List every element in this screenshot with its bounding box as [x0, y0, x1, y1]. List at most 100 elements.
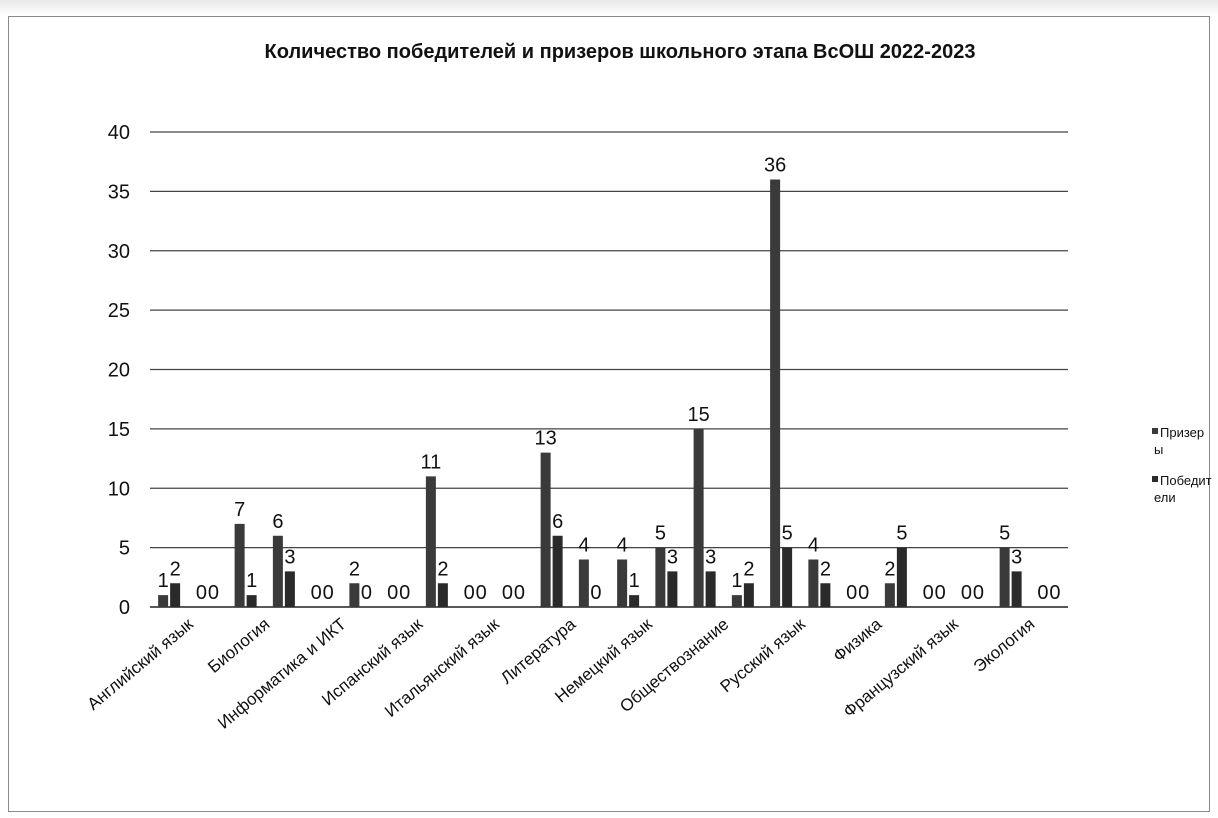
chart-frame — [8, 16, 1210, 812]
bar-winners — [1011, 571, 1022, 607]
bar-prizers — [731, 595, 742, 607]
data-label-prizers: 5 — [999, 523, 1010, 545]
data-label-prizers: 0 — [311, 582, 322, 604]
y-tick-label: 30 — [108, 241, 130, 263]
data-label-winners: 1 — [246, 570, 257, 592]
data-label-winners: 0 — [590, 582, 601, 604]
data-label-winners: 0 — [514, 582, 525, 604]
data-label-winners: 3 — [705, 546, 716, 568]
bar-prizers — [349, 583, 360, 607]
data-label-prizers: 4 — [617, 535, 628, 557]
data-label-prizers: 4 — [578, 535, 589, 557]
bar-prizers — [540, 452, 551, 607]
bar-winners — [437, 583, 448, 607]
bar-prizers — [272, 535, 283, 607]
data-label-prizers: 0 — [387, 582, 398, 604]
bar-winners — [667, 571, 678, 607]
data-label-winners: 0 — [858, 582, 869, 604]
bar-winners — [743, 583, 754, 607]
legend-swatch — [1152, 428, 1158, 434]
bar-prizers — [884, 583, 895, 607]
x-tick-label: Экология — [970, 615, 1038, 677]
y-tick-label: 10 — [108, 478, 130, 500]
data-label-prizers: 1 — [731, 570, 742, 592]
data-label-winners: 6 — [552, 511, 563, 533]
data-label-winners: 0 — [399, 582, 410, 604]
y-tick-label: 40 — [108, 122, 130, 144]
x-tick-label: Английский язык — [84, 614, 198, 714]
legend-label-line: ы — [1154, 442, 1163, 457]
data-label-prizers: 15 — [688, 404, 710, 426]
bar-prizers — [693, 428, 704, 607]
data-label-prizers: 4 — [808, 535, 819, 557]
data-label-prizers: 7 — [234, 499, 245, 521]
bar-winners — [629, 595, 640, 607]
legend: Призер ы Победит ели — [1152, 425, 1212, 505]
bar-prizers — [158, 595, 169, 607]
bar-prizers — [770, 179, 781, 607]
data-label-prizers: 0 — [846, 582, 857, 604]
data-label-winners: 0 — [323, 582, 334, 604]
data-label-winners: 0 — [1049, 582, 1060, 604]
data-label-prizers: 0 — [923, 582, 934, 604]
bar-winners — [782, 547, 793, 607]
bar-prizers — [999, 547, 1010, 607]
data-label-prizers: 36 — [764, 155, 786, 177]
x-tick-label: Литература — [497, 614, 580, 688]
bar-prizers — [425, 476, 436, 607]
data-label-prizers: 11 — [420, 451, 441, 473]
data-label-prizers: 5 — [655, 523, 666, 545]
x-tick-label: Биология — [204, 615, 273, 677]
legend-label: Победит ели — [1154, 473, 1212, 505]
data-label-winners: 0 — [361, 582, 372, 604]
bar-prizers — [234, 523, 245, 607]
data-label-winners: 2 — [170, 558, 181, 580]
chart-title: Количество победителей и призеров школьн… — [265, 41, 976, 63]
gridlines — [150, 131, 1068, 608]
data-label-prizers: 0 — [961, 582, 972, 604]
data-label-winners: 3 — [284, 546, 295, 568]
data-label-prizers: 2 — [884, 558, 895, 580]
bar-prizers — [578, 559, 589, 607]
bar-prizers — [655, 547, 666, 607]
data-label-prizers: 0 — [502, 582, 513, 604]
bar-winners — [284, 571, 295, 607]
bar-prizers — [808, 559, 819, 607]
y-tick-label: 25 — [108, 300, 130, 322]
bar-prizers — [617, 559, 628, 607]
bar-winners — [705, 571, 716, 607]
data-label-winners: 2 — [820, 558, 831, 580]
bar-winners — [170, 583, 181, 607]
x-tick-label: Русский язык — [717, 614, 810, 696]
data-label-winners: 5 — [782, 523, 793, 545]
data-label-prizers: 2 — [349, 558, 360, 580]
bar-winners — [552, 535, 563, 607]
y-tick-label: 35 — [108, 181, 130, 203]
data-label-winners: 0 — [208, 582, 219, 604]
legend-label: Призер ы — [1154, 425, 1204, 457]
data-label-winners: 2 — [437, 558, 448, 580]
data-label-prizers: 13 — [535, 428, 557, 450]
y-tick-label: 0 — [119, 597, 130, 619]
data-label-winners: 0 — [935, 582, 946, 604]
data-label-winners: 0 — [476, 582, 487, 604]
data-label-winners: 3 — [667, 546, 678, 568]
legend-label-line: Победит — [1160, 473, 1212, 488]
data-label-prizers: 6 — [272, 511, 283, 533]
data-label-winners: 0 — [973, 582, 984, 604]
y-axis: 0 5 10 15 20 25 30 35 40 — [108, 122, 130, 619]
legend-swatch — [1152, 476, 1158, 482]
data-label-winners: 5 — [896, 523, 907, 545]
y-tick-label: 5 — [119, 538, 130, 560]
legend-label-line: ели — [1154, 490, 1176, 505]
data-label-winners: 2 — [743, 558, 754, 580]
data-label-prizers: 1 — [158, 570, 169, 592]
data-label-prizers: 0 — [1037, 582, 1048, 604]
x-tick-label: Информатика и ИКТ — [214, 615, 350, 733]
x-tick-label: Физика — [829, 614, 885, 666]
y-tick-label: 20 — [108, 360, 130, 382]
data-label-prizers: 0 — [196, 582, 207, 604]
bars — [158, 179, 1022, 607]
